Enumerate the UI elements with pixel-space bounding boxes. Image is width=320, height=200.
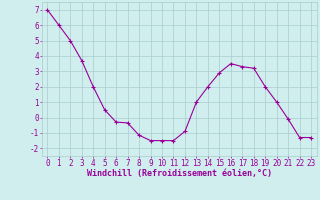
X-axis label: Windchill (Refroidissement éolien,°C): Windchill (Refroidissement éolien,°C) [87, 169, 272, 178]
